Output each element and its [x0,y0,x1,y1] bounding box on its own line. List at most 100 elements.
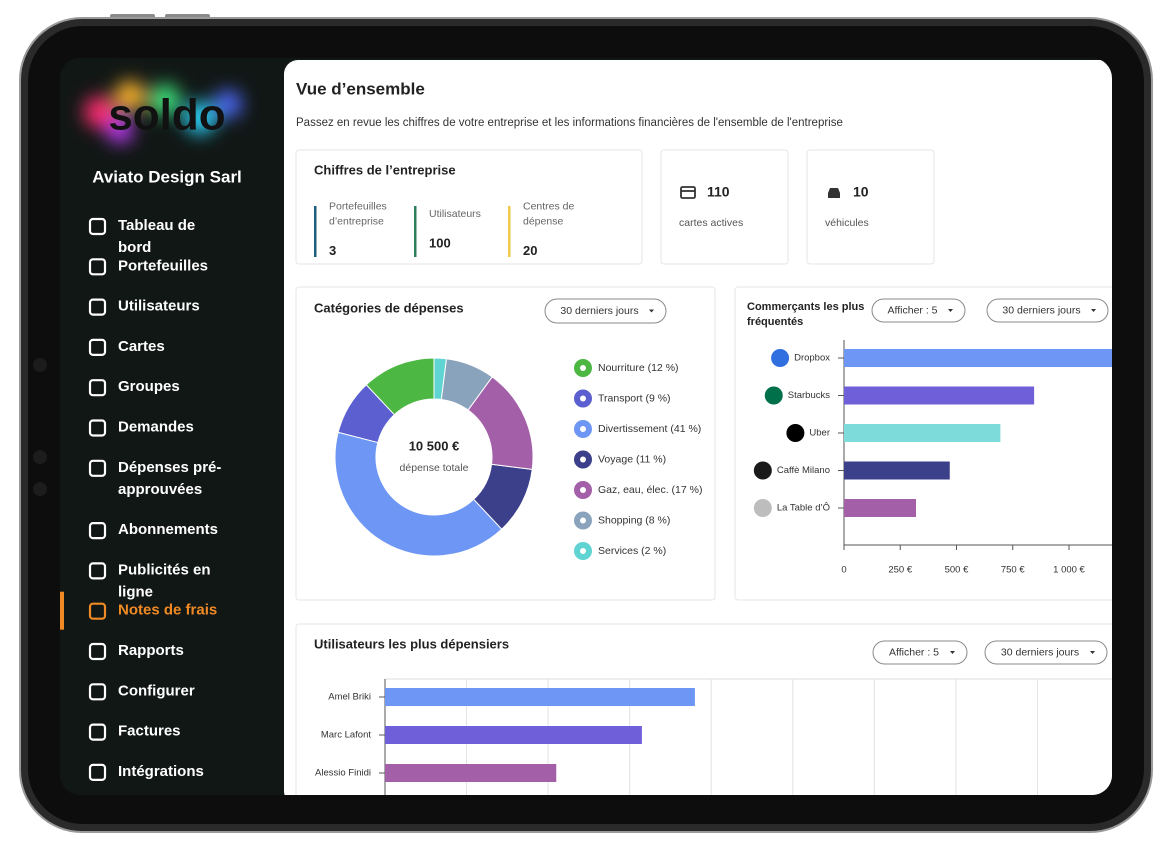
dropdown[interactable] [984,640,1108,665]
stat-label: cartes actives [679,217,743,229]
nav-item[interactable]: Portefeuilles [118,257,208,274]
dropdown-caret [950,651,955,654]
dropdown-caret [649,309,654,313]
nav-item[interactable]: Notes de frais [118,602,217,619]
card-icon [680,186,696,199]
bar [844,424,1001,442]
card-title: Chiffres de l’entreprise [314,162,456,177]
legend-icon-glyph [580,426,586,432]
legend-label: Nourriture (12 %) [598,362,679,374]
y-tick-label: La Table d’Ô [777,503,830,514]
donut-total: 10 500 € [409,438,460,453]
figure-value: 20 [523,243,537,258]
active-indicator [60,591,64,630]
dropdown-label: 30 derniers jours [1002,304,1080,316]
y-tick-label: Starbucks [788,390,830,401]
bar [385,726,642,744]
dropdown-caret [1091,309,1096,312]
dropdown-label: 30 derniers jours [1001,646,1079,658]
logo: soldo [108,91,225,140]
panel [734,286,1112,601]
screen: soldo Aviato Design Sarl Vue d’ensemble … [60,58,1112,795]
bar [844,386,1035,405]
card [660,149,789,265]
y-tick-label: Alessio Finidi [315,768,371,779]
nav-item[interactable]: Demandes [118,418,194,435]
legend-icon-glyph [580,517,586,524]
y-tick-label: Amel Briki [328,692,371,703]
nav-item[interactable]: Groupes [118,378,180,395]
dropdown-label: 30 derniers jours [560,305,638,317]
x-tick-label: 250 € [888,565,912,576]
nav-item[interactable]: Intégrations [118,763,204,780]
legend-label: Shopping (8 %) [598,514,670,526]
legend-label: Gaz, eau, élec. (17 %) [598,484,702,496]
panel-title: Commerçants les plus fréquentés [747,301,867,328]
bar [844,499,916,517]
donut-caption: dépense totale [400,462,469,474]
merchant-logo [786,424,805,442]
nav-item[interactable]: Abonnements [118,521,218,538]
nav-icon [88,217,107,236]
bar [844,461,950,480]
nav-item[interactable]: Utilisateurs [118,298,200,315]
dropdown-caret [1090,651,1095,654]
car-icon [828,188,840,198]
x-tick-label: 1 000 € [1053,565,1085,576]
card [295,149,643,265]
y-tick-label: Marc Lafont [321,730,372,741]
nav-icon [88,521,107,540]
nav-item[interactable]: Publicités en ligne [118,561,215,600]
legend-icon-glyph [580,487,586,493]
figure-label: Centres de dépense [523,200,577,227]
figure-value: 100 [429,235,451,250]
nav-item[interactable]: Rapports [118,642,184,659]
dropdown[interactable] [872,640,968,665]
nav-item[interactable]: Tableau de bord [118,217,199,256]
nav-icon [88,379,107,397]
merchant-logo [753,499,772,517]
panel-title: Catégories de dépenses [314,300,464,315]
logo-glow [84,81,242,143]
figure-label: Portefeuilles d’entreprise [329,200,390,227]
nav-item[interactable]: Cartes [118,338,165,355]
stat-value: 10 [853,184,869,200]
nav-icon [88,723,107,741]
dropdown[interactable] [871,298,966,323]
camera [33,358,47,372]
sensor [33,450,47,464]
legend-label: Transport (9 %) [598,392,671,404]
legend-label: Services (2 %) [598,545,666,557]
dropdown[interactable] [986,298,1109,323]
nav-icon [88,562,107,580]
nav-item[interactable]: Factures [118,723,181,740]
dropdown-label: Afficher : 5 [888,304,938,316]
nav-icon [88,338,107,356]
merchant-logo [771,349,790,367]
stat-label: véhicules [825,217,869,229]
page-title: Vue d’ensemble [296,79,425,98]
x-tick-label: 0 [841,565,846,576]
nav-icon [88,642,107,661]
legend-icon-glyph [580,395,586,402]
figure-accent [508,206,511,257]
nav-icon [88,258,107,276]
nav-item[interactable]: Configurer [118,682,195,699]
stat-value: 110 [707,184,730,200]
dropdown[interactable] [544,298,667,324]
y-tick-label: Dropbox [794,353,830,364]
nav-item[interactable]: Dépenses pré-approuvées [118,459,221,498]
merchant-logo [764,386,783,405]
donut-slice [334,431,503,557]
card [806,149,935,265]
dropdown-caret [948,309,953,312]
company-name: Aviato Design Sarl [92,167,242,186]
nav-icon [88,419,107,437]
legend-label: Voyage (11 %) [598,453,666,465]
dropdown-label: Afficher : 5 [889,646,939,658]
donut-slice [433,357,447,401]
nav-icon [88,763,107,782]
panel-title: Utilisateurs les plus dépensiers [314,636,509,651]
